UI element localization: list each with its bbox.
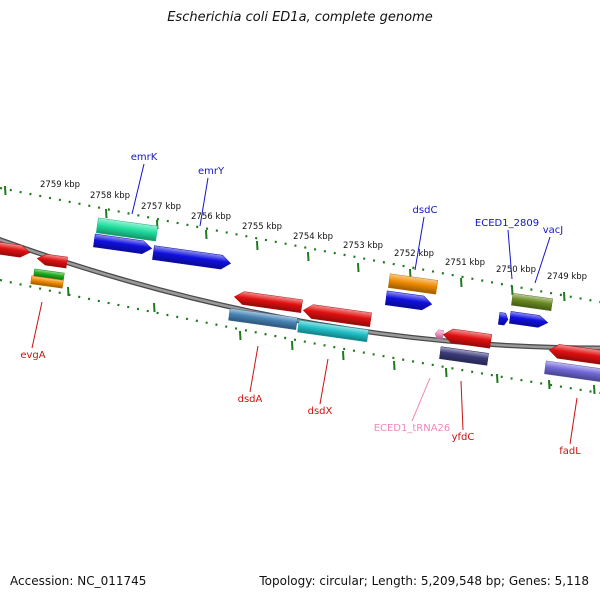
tick-label: 2750 kbp (496, 265, 536, 275)
tick-label: 2755 kbp (242, 222, 282, 232)
gene-feature-teal (95, 217, 159, 242)
tick-label: 2749 kbp (547, 272, 587, 282)
leader-line (414, 216, 425, 271)
gene-label: emrY (198, 166, 225, 177)
gene-feature-orange (30, 275, 64, 289)
major-tick (357, 262, 360, 273)
gene-label: emrK (131, 152, 158, 163)
major-tick (445, 367, 448, 378)
gene-label: ECED1_2809 (475, 218, 539, 229)
gene-label: evgA (20, 350, 45, 361)
gene-feature-red (36, 253, 68, 269)
gene-feature-blue (93, 233, 153, 254)
tick-label: 2758 kbp (90, 191, 130, 201)
leader-line (569, 397, 578, 445)
major-tick (393, 360, 396, 371)
major-tick (460, 277, 463, 288)
leader-line (319, 358, 329, 405)
gene-feature-red (442, 328, 493, 349)
gene-feature-pink (434, 329, 444, 340)
tick-label: 2759 kbp (40, 180, 80, 190)
inner-scale-dots (0, 278, 600, 395)
gene-label: dsdX (308, 406, 333, 417)
gene-label: fadL (559, 446, 581, 457)
tick-label: 2757 kbp (141, 202, 181, 212)
major-tick (511, 285, 514, 296)
tick-label: 2756 kbp (191, 212, 231, 222)
gene-feature-olive (511, 292, 553, 312)
gene-feature-red (233, 291, 303, 313)
major-tick (307, 251, 310, 262)
gene-feature-cyan (297, 319, 369, 343)
gene-label: ECED1_tRNA26 (374, 423, 451, 434)
major-tick (205, 229, 208, 240)
gene-label: dsdC (413, 205, 438, 216)
gene-features (0, 217, 600, 383)
major-tick (291, 340, 294, 351)
gene-feature-red (548, 344, 600, 366)
gene-feature-blue (509, 311, 549, 328)
gene-feature-steel (228, 308, 298, 330)
gene-feature-blue (384, 290, 433, 311)
leader-line (507, 229, 513, 280)
major-tick (563, 291, 566, 302)
leader-line (131, 163, 145, 215)
major-tick (4, 185, 7, 196)
tick-label: 2752 kbp (394, 249, 434, 259)
major-tick (67, 286, 70, 297)
label-leaders (31, 163, 578, 445)
gene-label: dsdA (238, 394, 263, 405)
major-tick (593, 384, 596, 395)
major-tick (239, 330, 242, 341)
leader-line (534, 236, 551, 284)
outer-scale-dots (0, 186, 600, 304)
gene-labels: emrK emrY dsdC ECED1_2809 vacJ evgA dsdA dsdX EC… (20, 152, 581, 457)
major-tick (342, 350, 345, 361)
gene-label: vacJ (543, 225, 564, 236)
leader-line (411, 377, 431, 422)
major-tick (105, 208, 108, 219)
gene-feature-slate (544, 360, 600, 383)
leader-line (460, 380, 464, 431)
map-title: Escherichia coli ED1a, complete genome (167, 10, 433, 25)
major-tick (153, 302, 156, 313)
leader-line (249, 345, 259, 393)
leader-line (31, 301, 43, 349)
major-tick (548, 379, 551, 390)
tick-rows (0, 185, 600, 395)
tick-label: 2751 kbp (445, 258, 485, 268)
tick-label: 2753 kbp (343, 241, 383, 251)
tick-label: 2754 kbp (293, 232, 333, 242)
gene-feature-blue (497, 312, 509, 326)
gene-feature-indigo (439, 346, 489, 366)
major-tick (256, 240, 259, 251)
major-tick (496, 373, 499, 384)
gene-label: yfdC (452, 432, 475, 443)
leader-line (199, 177, 209, 227)
gene-feature-red (302, 304, 372, 327)
gene-feature-orange (387, 273, 439, 295)
tick-labels: 2759 kbp 2758 kbp 2757 kbp 2756 kbp 2755 kbp… (40, 180, 587, 282)
gene-feature-red (0, 241, 31, 258)
gene-feature-blue (152, 245, 232, 270)
accession-text: Accession: NC_011745 (10, 574, 147, 588)
topology-text: Topology: circular; Length: 5,209,548 bp… (259, 574, 589, 588)
